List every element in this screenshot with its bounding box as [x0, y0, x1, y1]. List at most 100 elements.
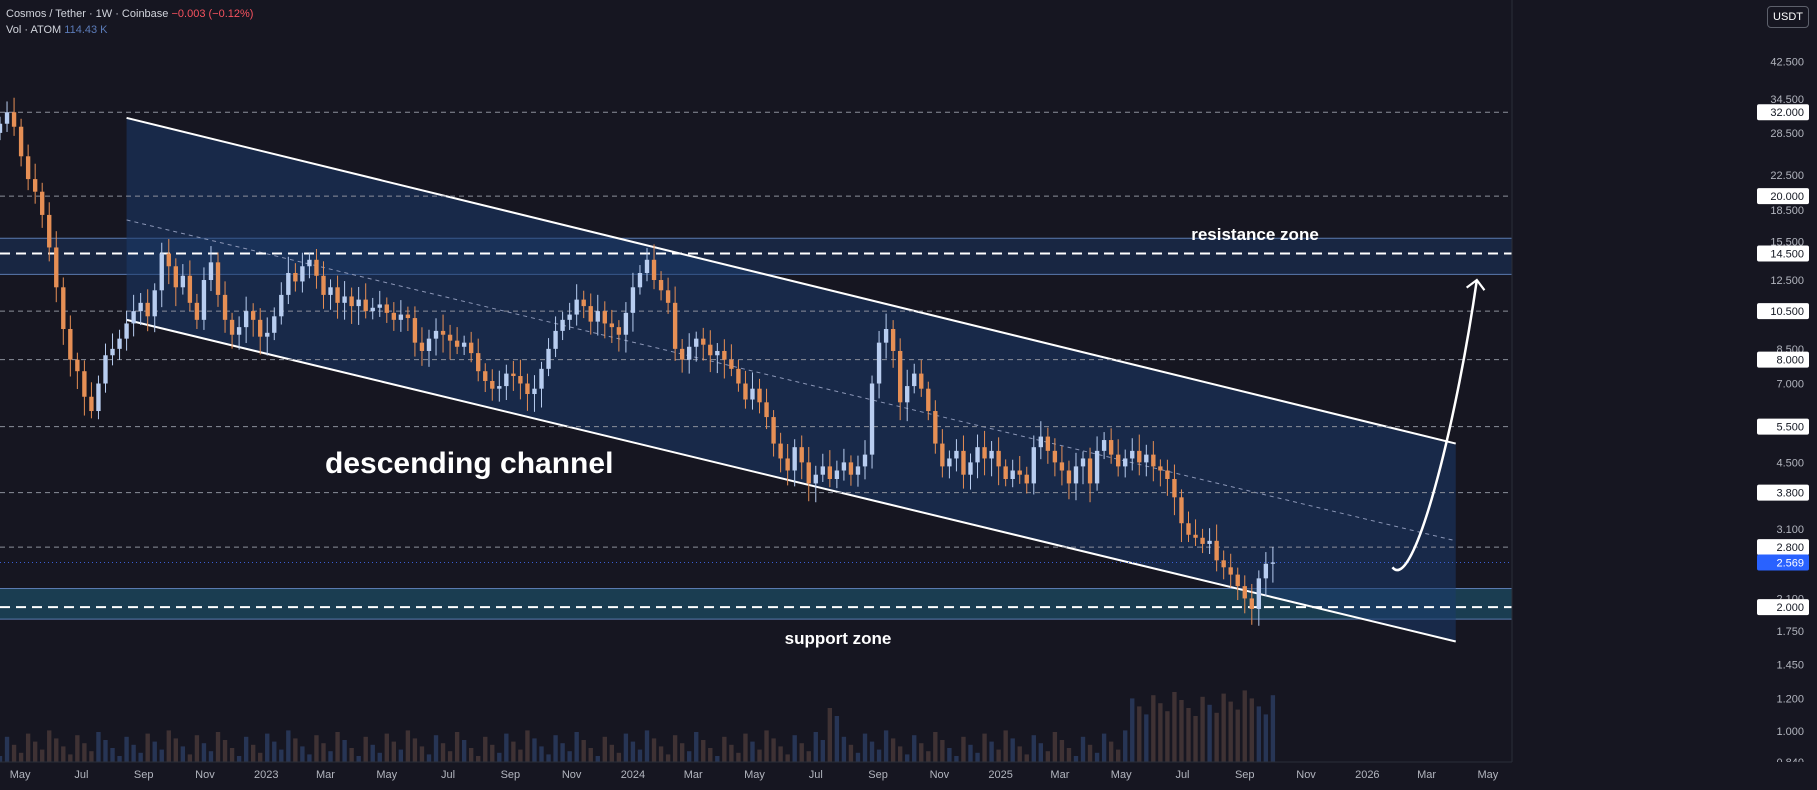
candle-body[interactable] [912, 373, 917, 387]
candle-body[interactable] [335, 287, 340, 303]
candle[interactable] [1193, 519, 1198, 546]
candle-body[interactable] [377, 304, 382, 308]
candle[interactable] [194, 293, 200, 330]
candle-body[interactable] [504, 373, 509, 387]
candle[interactable] [159, 242, 164, 308]
candle-body[interactable] [581, 299, 586, 307]
candle-body[interactable] [869, 383, 875, 455]
candle[interactable] [792, 439, 797, 487]
candle[interactable] [173, 258, 178, 307]
candle[interactable] [349, 287, 354, 324]
candle[interactable] [848, 455, 854, 486]
candle-body[interactable] [1130, 450, 1135, 459]
candle-body[interactable] [286, 273, 291, 295]
candle[interactable] [729, 344, 734, 377]
candle[interactable] [89, 382, 94, 419]
candle-body[interactable] [1108, 440, 1114, 455]
candle-body[interactable] [855, 466, 861, 475]
candle[interactable] [0, 116, 3, 141]
candle-body[interactable] [391, 312, 397, 320]
candle[interactable] [1024, 466, 1029, 494]
candle-body[interactable] [525, 383, 530, 395]
candle[interactable] [307, 252, 312, 279]
candle-body[interactable] [743, 383, 748, 400]
candle[interactable] [201, 267, 207, 330]
candle[interactable] [440, 314, 446, 353]
candle[interactable] [152, 283, 157, 333]
candle-body[interactable] [61, 287, 66, 330]
candle[interactable] [996, 437, 1001, 486]
currency-button[interactable]: USDT [1767, 6, 1809, 28]
candle-body[interactable] [180, 275, 186, 288]
candle-body[interactable] [1059, 462, 1065, 471]
candle-body[interactable] [236, 327, 242, 335]
candles-layer[interactable] [0, 97, 1276, 626]
candle[interactable] [905, 369, 910, 422]
candle-body[interactable] [1080, 458, 1086, 467]
candle-body[interactable] [623, 312, 629, 335]
candle-body[interactable] [813, 474, 818, 484]
candle-body[interactable] [933, 411, 938, 444]
candle-body[interactable] [405, 314, 411, 319]
level-tag-label[interactable]: 2.000 [1776, 602, 1804, 614]
candle[interactable] [855, 455, 861, 487]
candle[interactable] [1108, 428, 1114, 464]
candle-body[interactable] [546, 348, 551, 369]
candle-body[interactable] [708, 344, 713, 356]
candle[interactable] [426, 329, 432, 367]
candle[interactable] [1256, 570, 1262, 626]
candle-body[interactable] [1087, 458, 1093, 484]
current-price-label[interactable]: 2.569 [1776, 557, 1804, 569]
candle[interactable] [279, 282, 284, 325]
candle[interactable] [293, 263, 298, 292]
level-tag-label[interactable]: 2.800 [1776, 542, 1804, 554]
candle-body[interactable] [1052, 450, 1058, 463]
candle-body[interactable] [630, 287, 636, 313]
candle-body[interactable] [672, 302, 678, 349]
candle[interactable] [771, 410, 776, 457]
candle-body[interactable] [736, 368, 741, 384]
candle-body[interactable] [370, 307, 375, 312]
candle[interactable] [1221, 550, 1226, 580]
candle[interactable] [25, 144, 31, 191]
candle[interactable] [588, 293, 593, 335]
candle[interactable] [483, 363, 488, 393]
candle-body[interactable] [1101, 440, 1107, 451]
candle-body[interactable] [1045, 436, 1051, 451]
candle[interactable] [651, 244, 657, 290]
candle[interactable] [757, 378, 762, 414]
level-tag-label[interactable]: 32.000 [1770, 107, 1804, 119]
candle-body[interactable] [799, 447, 804, 463]
candle-body[interactable] [883, 329, 889, 343]
candle[interactable] [926, 381, 931, 421]
candle[interactable] [883, 313, 889, 359]
candle-body[interactable] [433, 330, 439, 339]
candle-body[interactable] [897, 350, 903, 403]
candle-body[interactable] [1003, 466, 1008, 480]
candle[interactable] [623, 302, 629, 353]
candle-body[interactable] [518, 376, 523, 384]
candle-body[interactable] [419, 342, 425, 351]
candle-body[interactable] [539, 368, 544, 389]
candle[interactable] [616, 320, 622, 352]
candle[interactable] [1017, 456, 1022, 484]
candle-body[interactable] [40, 191, 45, 215]
candle-body[interactable] [1024, 474, 1029, 484]
candle-body[interactable] [715, 350, 720, 356]
candle-body[interactable] [208, 262, 214, 281]
candle[interactable] [841, 448, 847, 481]
candle[interactable] [229, 312, 235, 349]
candle[interactable] [461, 335, 467, 355]
candle[interactable] [806, 447, 811, 502]
candle[interactable] [454, 327, 460, 355]
candle-body[interactable] [398, 314, 404, 320]
candle[interactable] [1052, 438, 1058, 477]
candle-body[interactable] [637, 273, 643, 288]
candle-body[interactable] [1165, 470, 1170, 480]
candle[interactable] [672, 286, 678, 361]
candle-body[interactable] [1221, 560, 1226, 568]
candle-body[interactable] [1151, 454, 1156, 467]
candle[interactable] [1031, 435, 1036, 495]
candle[interactable] [131, 294, 136, 337]
candle-body[interactable] [771, 417, 776, 444]
